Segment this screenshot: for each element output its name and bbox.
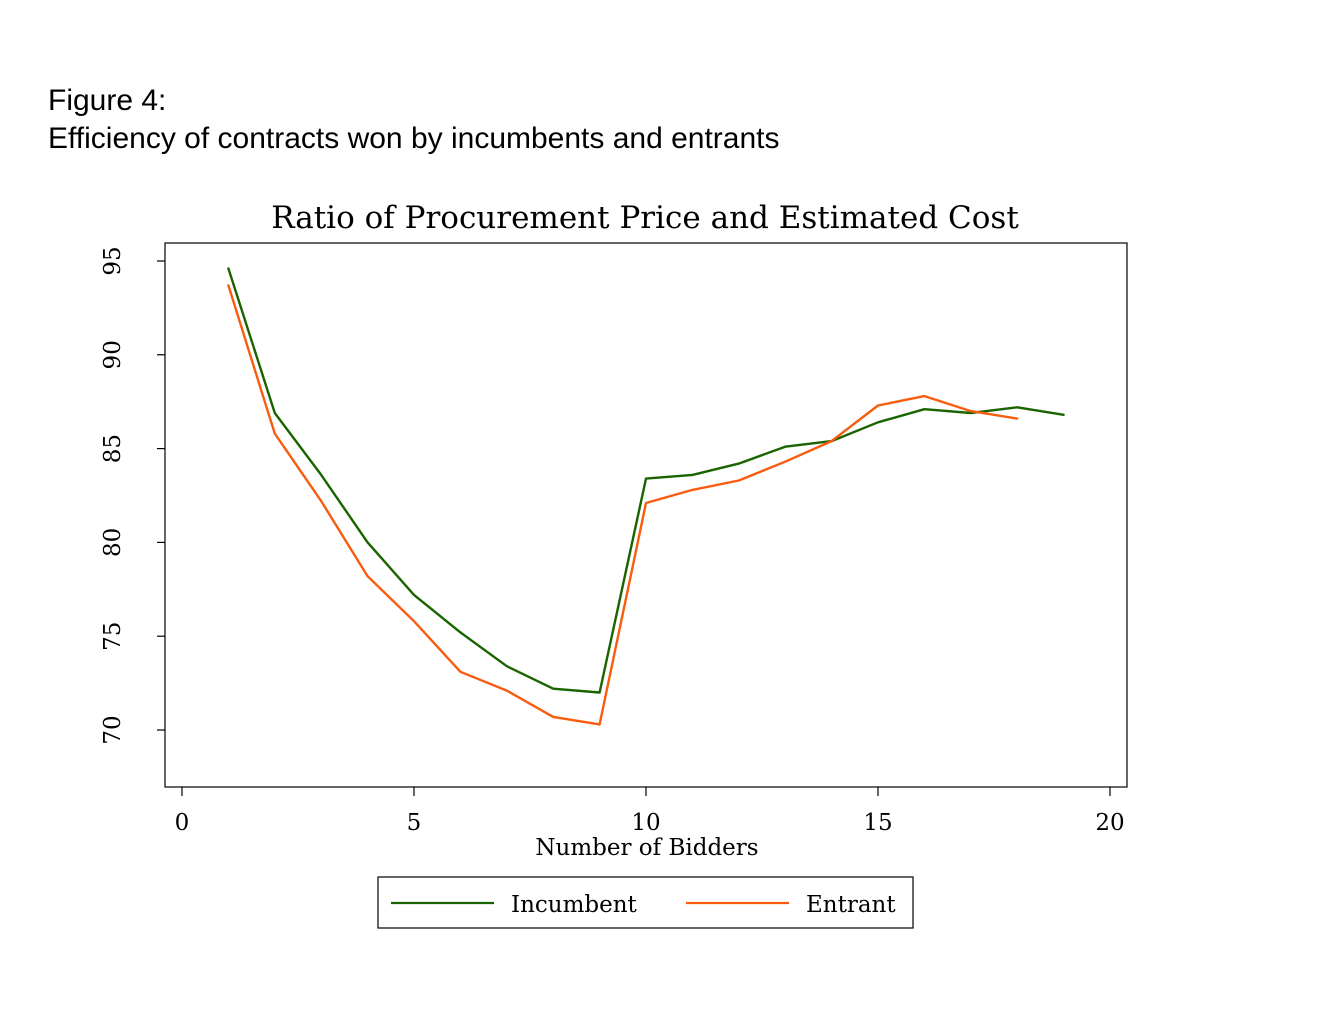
series-layer — [227, 267, 1065, 726]
series-line-entrant — [227, 284, 1019, 726]
y-tick-label: 75 — [100, 622, 126, 651]
legend-label-incumbent: Incumbent — [511, 892, 638, 918]
legend-label-entrant: Entrant — [806, 892, 896, 918]
y-tick-label: 85 — [100, 434, 126, 463]
x-tick-label: 10 — [631, 810, 660, 836]
figure-label: Figure 4: — [48, 84, 167, 117]
legend: Incumbent Entrant — [377, 876, 914, 929]
x-tick-label: 20 — [1095, 810, 1124, 836]
y-tick-label: 90 — [100, 340, 126, 369]
y-tick-label: 95 — [100, 246, 126, 275]
y-axis: 70 75 80 85 90 95 — [100, 246, 165, 745]
series-line-incumbent — [227, 267, 1065, 694]
x-tick-label: 5 — [407, 810, 422, 836]
x-axis-label: Number of Bidders — [535, 835, 758, 861]
x-tick-label: 15 — [863, 810, 892, 836]
y-tick-label: 80 — [100, 528, 126, 557]
figure-caption-text: Efficiency of contracts won by incumbent… — [48, 122, 780, 155]
x-axis: 0 5 10 15 20 — [175, 787, 1125, 836]
y-tick-label: 70 — [100, 715, 126, 744]
x-tick-label: 0 — [175, 810, 190, 836]
plot-area — [164, 242, 1128, 788]
chart-title: Ratio of Procurement Price and Estimated… — [271, 200, 1019, 236]
figure-caption: Figure 4: Efficiency of contracts won by… — [48, 82, 780, 158]
